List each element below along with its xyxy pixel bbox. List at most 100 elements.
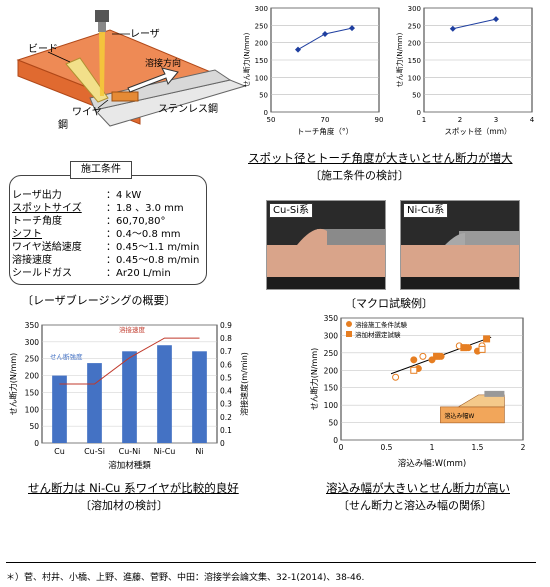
y-tick-label: 50 — [29, 422, 39, 431]
y-tick-label: 250 — [324, 349, 339, 358]
chart-spot-size: 0 50 100 150 200 250 300 1 2 3 4 スポット径（mm） せん断力(N/mm… — [395, 5, 535, 136]
y-tick-label: 100 — [408, 74, 421, 82]
y2-tick-label: 0.9 — [220, 321, 232, 330]
data-point — [483, 335, 491, 343]
legend-label: 溶加材選定試験 — [355, 330, 401, 339]
laser-brazing-diagram: ビード レーザ 溶接方向 ワイヤ 鋼 ステンレス鋼 — [16, 10, 247, 131]
y-tick-label: 250 — [25, 355, 40, 364]
x-tick-label: Ni-Cu — [154, 447, 176, 456]
direction-arrow-icon — [127, 67, 179, 93]
y-tick-label: 50 — [328, 419, 338, 428]
y-tick-label: 50 — [259, 92, 268, 100]
x-tick-label: Cu-Ni — [119, 447, 141, 456]
condition-row: ワイヤ送給速度 ：0.45～1.1 m/min — [12, 238, 199, 253]
y2-tick-label: 0 — [220, 439, 225, 448]
wire-nozzle — [111, 91, 139, 102]
y-tick-label: 300 — [25, 338, 40, 347]
condition-row: シールドガス ：Ar20 L/min — [12, 264, 171, 279]
label-laser: レーザ — [130, 28, 160, 40]
y-tick-label: 0 — [264, 109, 268, 117]
y2-tick-label: 0.3 — [220, 400, 232, 409]
condition-value: ：60,70,80° — [106, 216, 166, 227]
y-tick-label: 200 — [408, 40, 421, 48]
bead — [65, 57, 109, 103]
y-tick-label: 150 — [255, 57, 268, 65]
inset-stainless — [484, 390, 505, 397]
condition-key: シールドガス — [12, 268, 72, 279]
x-tick-label: 3 — [494, 116, 498, 124]
y-tick-label: 150 — [408, 57, 421, 65]
condition-key: ワイヤ送給速度 — [12, 242, 82, 253]
y-tick-label: 350 — [324, 314, 339, 323]
condition-value: ：0.45～1.1 m/min — [106, 242, 200, 253]
x-tick-label: 0.5 — [381, 443, 393, 452]
bar — [87, 363, 102, 443]
series-line — [452, 18, 497, 30]
data-point — [493, 16, 499, 23]
y-tick-label: 0 — [417, 109, 421, 117]
bar — [192, 351, 207, 443]
y2-axis-label: 溶接速度(m/min) — [239, 352, 249, 416]
y-tick-label: 250 — [408, 22, 421, 30]
data-point — [410, 356, 418, 364]
data-point — [349, 25, 355, 32]
label-direction: 溶接方向 — [145, 57, 181, 69]
y-axis-label: せん断力(N/mm) — [309, 348, 319, 411]
data-point — [449, 25, 456, 32]
condition-row: スポットサイズ ：1.8 、3.0 mm — [12, 199, 184, 214]
data-point — [478, 345, 486, 353]
y-axis-label: せん断力(N/mm) — [395, 32, 404, 87]
x-axis-label: スポット径（mm） — [444, 126, 511, 136]
condition-row: シフト ：0.4～0.8 mm — [12, 225, 180, 240]
x-tick-label: 4 — [530, 116, 535, 124]
condition-row: 溶接速度 ：0.45～0.8 m/min — [12, 251, 199, 266]
condition-value: ：4 kW — [106, 190, 142, 201]
inset-label: 溶込み幅W — [444, 412, 474, 420]
y-tick-label: 150 — [324, 384, 339, 393]
x-tick-label: 50 — [267, 116, 276, 124]
x-tick-label: 0 — [339, 443, 344, 452]
footnote: ＊）菅、村井、小橋、上野、進藤、菅野、中田：溶接学会論文集、32-1(2014)… — [6, 573, 365, 583]
y-tick-label: 50 — [412, 92, 421, 100]
data-point — [433, 352, 441, 360]
y2-tick-label: 0.4 — [220, 387, 232, 396]
label-stainless: ステンレス鋼 — [158, 102, 218, 115]
bar — [157, 345, 172, 443]
condition-value: ：0.45～0.8 m/min — [106, 255, 200, 266]
y-tick-label: 300 — [408, 5, 421, 13]
caption-filler-headline: せん断力は Ni-Cu 系ワイヤが比較的良好 — [28, 481, 239, 495]
y-axis-label: せん断力(N/mm) — [8, 353, 18, 416]
y-tick-label: 350 — [25, 321, 40, 330]
y-tick-label: 200 — [324, 366, 339, 375]
data-point — [295, 46, 301, 53]
legend-label-speed: 溶接速度 — [119, 325, 146, 334]
condition-value: ：Ar20 L/min — [106, 268, 171, 279]
y-tick-label: 100 — [255, 74, 268, 82]
caption-conditions-sub: 〔施工条件の検討〕 — [310, 169, 409, 182]
condition-key: シフト — [12, 229, 42, 240]
y2-tick-label: 0.5 — [220, 373, 232, 382]
y-tick-label: 200 — [255, 40, 268, 48]
y-tick-label: 150 — [25, 388, 40, 397]
y-tick-label: 300 — [255, 5, 268, 13]
y2-tick-label: 0.8 — [220, 334, 232, 343]
condition-value: ：0.4～0.8 mm — [106, 229, 181, 240]
label-bead: ビード — [28, 43, 58, 55]
y-tick-label: 100 — [25, 405, 40, 414]
data-point — [419, 352, 427, 360]
x-axis-label: 溶加材種類 — [108, 460, 151, 471]
legend-marker — [346, 321, 352, 327]
x-tick-label: 70 — [321, 116, 330, 124]
condition-row: レーザ出力 ：4 kW — [12, 186, 141, 201]
label-wire: ワイヤ — [72, 107, 102, 118]
condition-key: 溶接速度 — [12, 255, 52, 266]
condition-key: レーザ出力 — [12, 190, 62, 201]
caption-width-sub: 〔せん断力と溶込み幅の関係〕 — [338, 499, 492, 512]
bar — [122, 351, 137, 443]
x-tick-label: 1 — [430, 443, 435, 452]
data-point — [322, 31, 328, 37]
x-axis-label: トーチ角度（°） — [297, 126, 353, 136]
x-tick-label: 1.5 — [472, 443, 484, 452]
x-tick-label: Cu — [54, 447, 65, 456]
y-tick-label: 0 — [333, 436, 338, 445]
